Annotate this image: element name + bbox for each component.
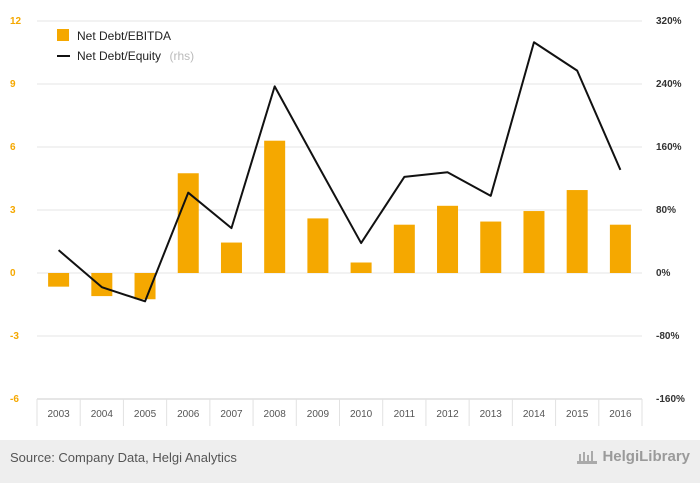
brand-logo: HelgiLibrary [576,448,690,465]
left-tick-label: -3 [10,331,19,342]
chart: -6 -3 0 3 6 9 12 -160% -80% 0% 80% 160% 240% 320% 20… [10,16,685,426]
library-icon [577,450,598,464]
bar-series [48,140,631,300]
x-tick-label: 2005 [134,409,157,420]
x-tick-label: 2006 [177,409,200,420]
left-tick-label: 0 [10,268,16,279]
bar [566,190,588,273]
x-tick-label: 2012 [436,409,459,420]
bar [437,205,459,273]
left-tick-label: 12 [10,16,22,27]
legend-bar-swatch [57,29,69,41]
legend-line-text: Net Debt/Equity (rhs) [77,47,194,64]
left-axis: -6 -3 0 3 6 9 12 [10,16,22,405]
bar [609,224,631,273]
x-tick-label: 2007 [220,409,243,420]
right-tick-label: -80% [656,331,679,342]
bar [91,273,113,297]
bar [307,218,329,273]
x-tick-label: 2015 [566,409,589,420]
x-tick-label: 2003 [47,409,70,420]
bar [264,140,286,273]
legend-bar-label: Net Debt/EBITDA [77,29,171,43]
x-tick-label: 2011 [394,409,416,420]
left-tick-label: -6 [10,394,19,405]
bar [220,242,242,273]
x-tick-label: 2014 [523,409,546,420]
legend: Net Debt/EBITDA Net Debt/Equity (rhs) [57,29,194,64]
line-series [57,41,622,303]
series-line [57,41,622,303]
right-tick-label: 320% [656,16,682,27]
x-tick-label: 2013 [480,409,503,420]
bar [480,221,502,273]
x-tick-label: 2016 [609,409,632,420]
right-tick-label: 80% [656,205,676,216]
footer: Source: Company Data, Helgi Analytics He… [0,440,700,483]
right-tick-label: 160% [656,142,682,153]
x-tick-label: 2010 [350,409,373,420]
right-tick-label: -160% [656,394,685,405]
brand-name: HelgiLibrary [602,448,690,465]
source-note: Source: Company Data, Helgi Analytics [10,450,237,465]
left-tick-label: 6 [10,142,16,153]
x-tick-label: 2004 [91,409,114,420]
grid-lines [37,20,642,337]
bar [393,224,415,273]
bar [134,273,156,300]
bar [523,211,545,273]
bar [177,173,199,273]
right-tick-label: 240% [656,79,682,90]
legend-line-label: Net Debt/Equity [77,49,161,63]
legend-line-suffix: (rhs) [170,49,195,63]
x-tick-label: 2009 [307,409,330,420]
bar [350,262,372,273]
x-axis: 2003 2004 2005 2006 2007 2008 2009 2010 2011 2012… [36,398,643,426]
x-tick-label: 2008 [264,409,287,420]
left-tick-label: 3 [10,205,16,216]
bar [48,273,70,287]
right-tick-label: 0% [656,268,671,279]
right-axis: -160% -80% 0% 80% 160% 240% 320% [656,16,685,405]
left-tick-label: 9 [10,79,16,90]
